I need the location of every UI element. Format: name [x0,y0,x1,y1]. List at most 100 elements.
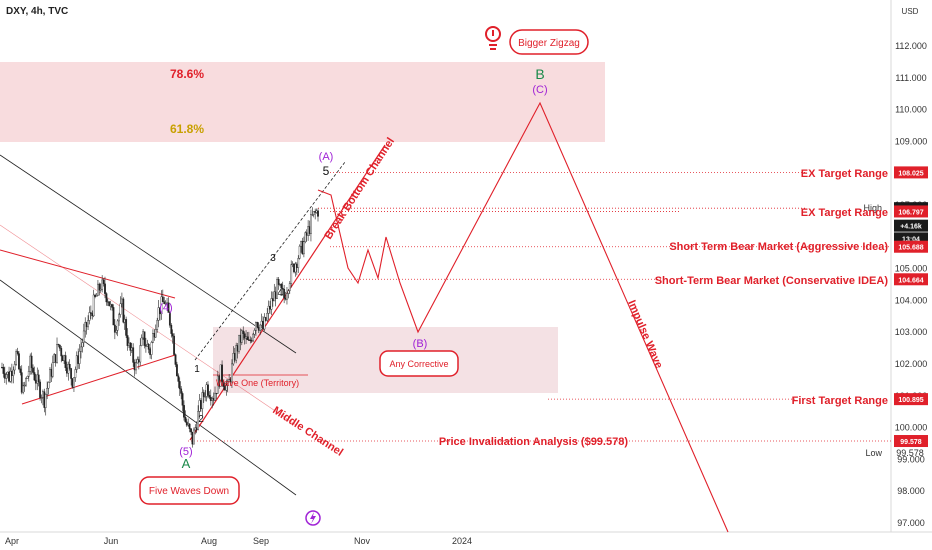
candle-body [23,384,26,387]
candle-body [252,333,255,342]
candle-body [27,371,30,377]
candle-body [130,347,133,351]
candle-body [195,427,198,430]
lower-down-channel [0,279,297,496]
triangle-upper [0,249,176,299]
candle-body [36,374,39,384]
candle-body [240,330,243,343]
price-tag-plain: 99.578 [896,448,924,458]
short-term-conservative-label: Short-Term Bear Market (Conservative IDE… [655,275,889,287]
candle-body [247,339,250,341]
candle-body [37,374,40,383]
candle-body [222,381,225,387]
any-corrective-callout[interactable]: Any Corrective [379,350,459,377]
candle-body [284,297,287,300]
candle-body [253,330,256,335]
candle-body [168,312,171,326]
candle-body [180,388,183,394]
candle-body [200,400,202,410]
candle-body [142,331,144,339]
candle-body [152,333,154,343]
candle-body [209,397,212,401]
projection-path [317,101,729,533]
wave-B-green-label: B [535,66,544,82]
candle-body [161,296,164,302]
middle-down-channel [0,224,297,426]
candle-body [231,363,233,383]
candle-body [15,351,18,365]
y-tick-label: 100.000 [895,423,928,433]
candle-body [245,336,247,339]
candle-body [67,364,70,374]
candle-body [77,355,80,364]
five-waves-down-callout[interactable]: Five Waves Down [139,476,240,505]
candle-body [50,368,53,377]
x-tick-label: Nov [354,536,371,546]
middle-channel-label: Middle Channel [270,404,345,458]
wave-5-label: 5 [323,164,330,178]
candle-body [246,336,249,340]
candle-body [43,391,46,408]
candle-body [181,393,184,406]
price-tag-text: 13:04 [902,236,920,243]
candle-body [84,322,87,332]
flash-icon[interactable] [305,510,321,526]
y-tick-label: 102.000 [895,359,928,369]
currency-label[interactable]: USD [902,7,919,16]
candle-body [102,279,105,285]
candle-body [34,379,37,384]
y-tick-label: 98.000 [897,486,925,496]
time-axis[interactable]: Apr Jun Aug Sep Nov 2024 [5,536,472,546]
candle-body [126,335,129,346]
candle-body [211,398,214,401]
candle-body [40,397,43,399]
candle-body [150,342,153,355]
fib-618-label: 61.8% [170,122,204,136]
candle-body [121,298,123,305]
candle-body [65,367,68,374]
candle-body [250,340,253,342]
candle-body [3,373,6,379]
candle-body [269,305,271,310]
candle-body [60,348,63,357]
candle-body [156,320,159,330]
candle-body [129,342,132,351]
candle-body [221,364,223,382]
candle-body [105,293,108,303]
candle-body [42,391,44,398]
price-tag-text: +4.16k [900,224,922,231]
candle-body [56,344,58,363]
candle-body [273,291,276,302]
candle-body [266,313,269,321]
candle-body [264,317,267,321]
level-lines [188,172,891,442]
candle-body [302,241,305,255]
candle-body [286,293,288,300]
candle-body [271,298,274,302]
candle-body [80,346,82,352]
candle-body [10,371,13,376]
candle-body [51,362,54,377]
ex-target-label-2: EX Target Range [801,207,888,219]
candle-body [18,353,20,370]
wave-4-label: 4 [277,288,283,299]
candle-body [298,245,301,259]
candle-body [170,325,173,334]
price-tag-text: 108.025 [898,170,923,177]
candle-body [115,330,118,333]
y-tick-label: 99.000 [897,454,925,464]
candle-body [305,232,308,236]
candle-body [68,364,71,369]
candle-body [89,312,92,314]
candle-body [92,294,95,317]
candle-body [290,264,293,284]
candle-body [178,381,181,390]
bigger-zigzag-callout[interactable]: Bigger Zigzag [509,29,589,55]
candle-body [135,362,137,371]
candlestick-series [1,207,319,448]
level-price-tag [894,393,928,406]
candle-body [283,289,286,298]
candle-body [81,342,84,348]
candle-body [301,241,304,255]
